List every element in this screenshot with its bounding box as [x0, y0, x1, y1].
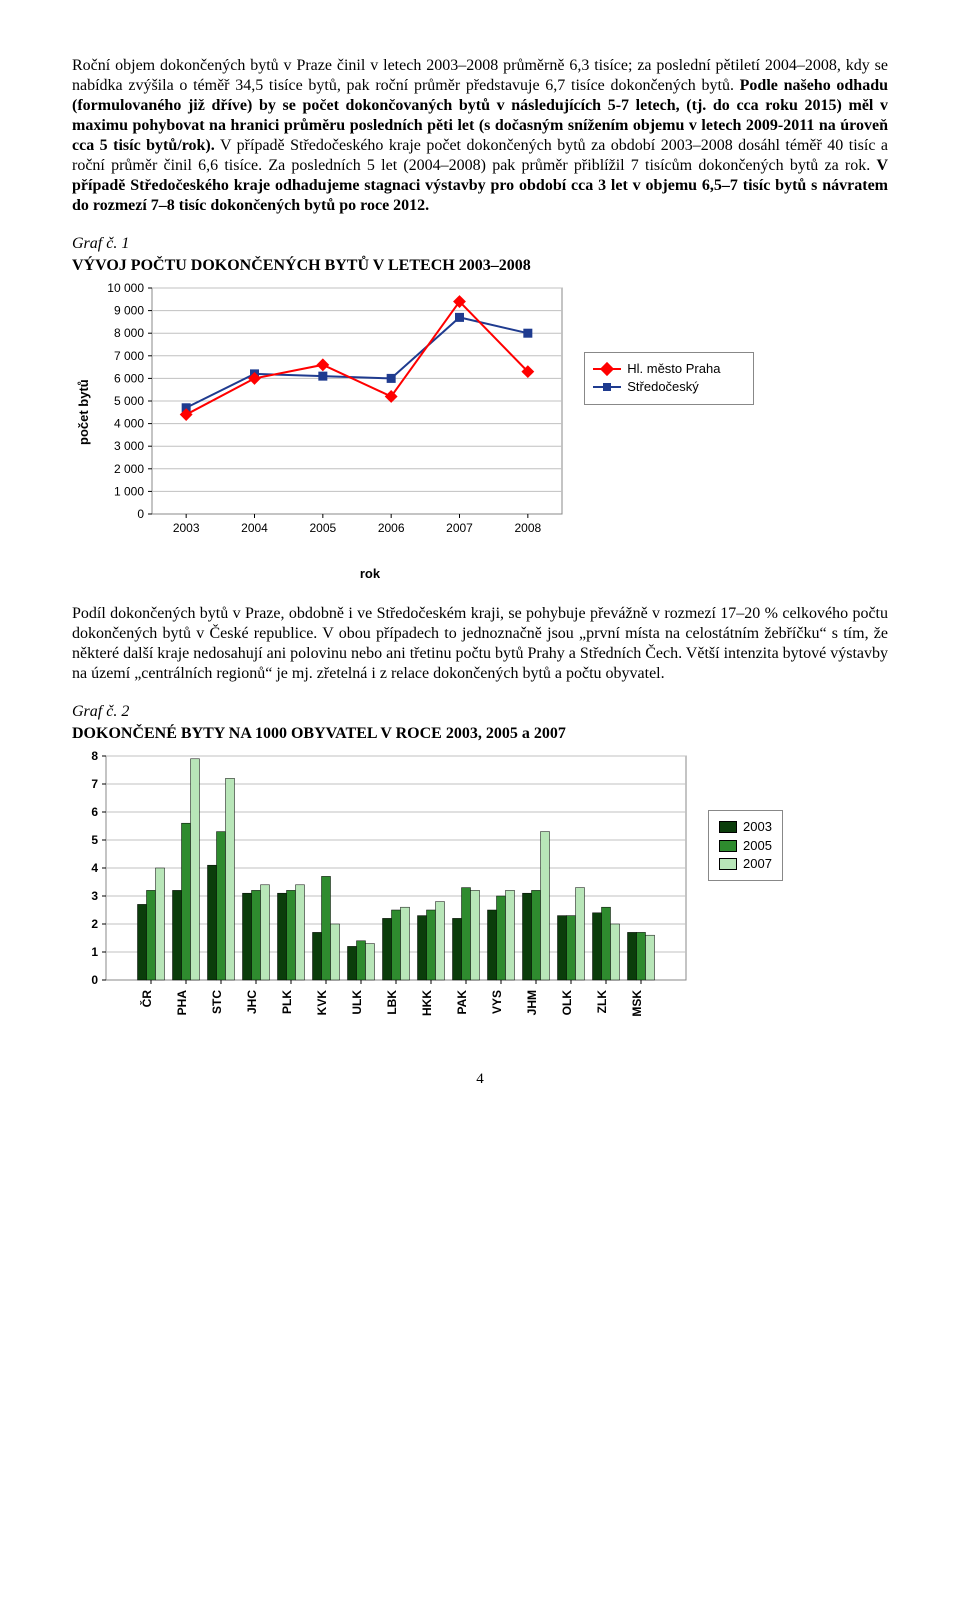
- graf1-title: VÝVOJ POČTU DOKONČENÝCH BYTŮ V LETECH 20…: [72, 256, 888, 276]
- svg-text:6 000: 6 000: [114, 371, 144, 385]
- svg-text:2003: 2003: [173, 521, 200, 535]
- svg-text:3 000: 3 000: [114, 439, 144, 453]
- svg-text:5: 5: [91, 833, 98, 847]
- svg-text:OLK: OLK: [560, 990, 574, 1016]
- svg-text:JHC: JHC: [245, 990, 259, 1014]
- svg-text:PHA: PHA: [175, 990, 189, 1016]
- svg-text:2006: 2006: [378, 521, 405, 535]
- svg-text:KVK: KVK: [315, 990, 329, 1016]
- svg-text:HKK: HKK: [420, 990, 434, 1016]
- legend-text-praha: Hl. město Praha: [627, 361, 720, 377]
- svg-text:9 000: 9 000: [114, 304, 144, 318]
- line-chart-svg: 0 1 000 2 000 3 000 4 000 5 000 6 000 7 000 8 00…: [92, 282, 572, 542]
- svg-text:2008: 2008: [515, 521, 542, 535]
- svg-text:2005: 2005: [310, 521, 337, 535]
- bar-chart: 0 1 2 3 4 5 6 7 8 ČR PHA STC JHC PLK KVK ULK LBK HKK PAK VY…: [72, 750, 888, 1030]
- line-chart-xlabel: rok: [140, 566, 600, 582]
- svg-text:2007: 2007: [446, 521, 473, 535]
- svg-text:ČR: ČR: [139, 990, 154, 1008]
- svg-text:8: 8: [91, 750, 98, 763]
- svg-text:ZLK: ZLK: [595, 990, 609, 1014]
- swatch-2003: [719, 821, 737, 833]
- page-number: 4: [72, 1070, 888, 1089]
- graf1-label: Graf č. 1: [72, 234, 888, 254]
- legend-marker-stredo: [593, 380, 621, 394]
- bar-legend-2005: 2005: [719, 838, 772, 854]
- graf2-title: DOKONČENÉ BYTY NA 1000 OBYVATEL V ROCE 2…: [72, 724, 888, 744]
- svg-text:3: 3: [91, 889, 98, 903]
- svg-text:1: 1: [91, 945, 98, 959]
- legend-row-stredo: Středočeský: [593, 379, 743, 395]
- bar-legend-text-2003: 2003: [743, 819, 772, 835]
- svg-text:0: 0: [138, 507, 145, 521]
- svg-text:JHM: JHM: [525, 990, 539, 1015]
- graf2-label: Graf č. 2: [72, 702, 888, 722]
- legend-row-praha: Hl. město Praha: [593, 361, 743, 377]
- line-chart-ylabel: počet bytů: [72, 312, 92, 512]
- svg-text:0: 0: [91, 973, 98, 987]
- legend-text-stredo: Středočeský: [627, 379, 699, 395]
- swatch-2005: [719, 840, 737, 852]
- svg-text:VYS: VYS: [490, 990, 504, 1014]
- svg-text:7 000: 7 000: [114, 349, 144, 363]
- svg-text:MSK: MSK: [630, 990, 644, 1017]
- line-chart: počet bytů 0 1 000 2 000 3 000 4 000 5 000 6 0…: [72, 282, 888, 542]
- bar-chart-svg: 0 1 2 3 4 5 6 7 8 ČR PHA STC JHC PLK KVK ULK LBK HKK PAK VY…: [72, 750, 692, 1030]
- svg-text:1 000: 1 000: [114, 484, 144, 498]
- bar-legend-2003: 2003: [719, 819, 772, 835]
- svg-text:2 000: 2 000: [114, 462, 144, 476]
- legend-marker-praha: [593, 362, 621, 376]
- swatch-2007: [719, 858, 737, 870]
- paragraph-1: Roční objem dokončených bytů v Praze čin…: [72, 56, 888, 216]
- svg-text:7: 7: [91, 777, 98, 791]
- svg-text:2004: 2004: [241, 521, 268, 535]
- svg-text:STC: STC: [210, 990, 224, 1014]
- bar-legend-2007: 2007: [719, 856, 772, 872]
- svg-text:8 000: 8 000: [114, 326, 144, 340]
- bar-legend-text-2005: 2005: [743, 838, 772, 854]
- svg-text:5 000: 5 000: [114, 394, 144, 408]
- svg-text:ULK: ULK: [350, 990, 364, 1015]
- svg-text:10 000: 10 000: [108, 282, 145, 295]
- svg-text:6: 6: [91, 805, 98, 819]
- svg-text:PAK: PAK: [455, 990, 469, 1015]
- svg-text:4 000: 4 000: [114, 417, 144, 431]
- svg-text:PLK: PLK: [280, 990, 294, 1014]
- line-chart-legend: Hl. město Praha Středočeský: [584, 352, 754, 405]
- bar-chart-legend: 2003 2005 2007: [708, 810, 783, 881]
- bar-legend-text-2007: 2007: [743, 856, 772, 872]
- svg-text:4: 4: [91, 861, 98, 875]
- svg-text:LBK: LBK: [385, 990, 399, 1015]
- paragraph-2: Podíl dokončených bytů v Praze, obdobně …: [72, 604, 888, 684]
- svg-text:2: 2: [91, 917, 98, 931]
